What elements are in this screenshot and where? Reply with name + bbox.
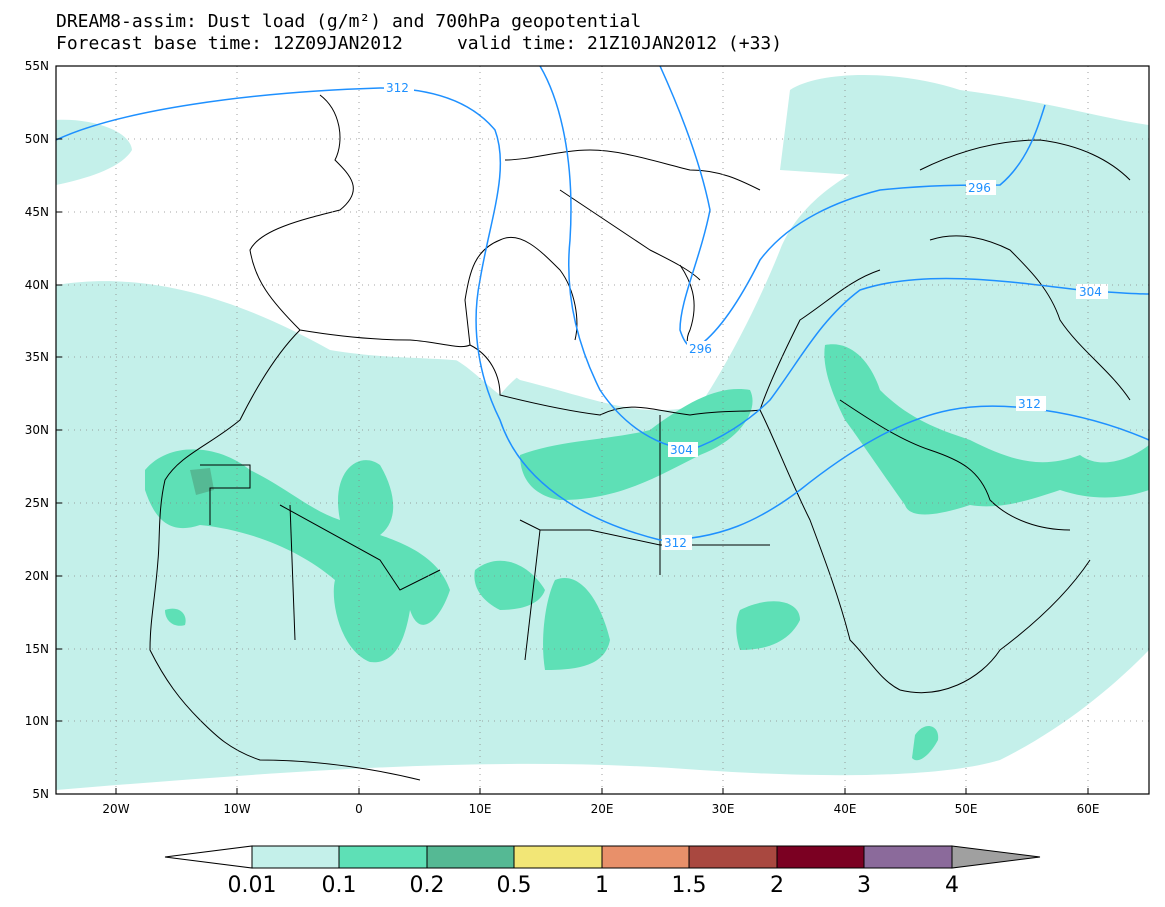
colorbar <box>164 845 1041 869</box>
contour-label-296: 296 <box>689 342 712 356</box>
lon-label: 50E <box>955 802 978 816</box>
lat-label: 50N <box>25 132 49 146</box>
colorbar-label: 0.1 <box>322 873 357 898</box>
colorbar-bin <box>776 845 865 869</box>
lat-label: 30N <box>25 423 49 437</box>
contour-labels: 312 296 304 296 304 312 312 <box>384 80 1108 550</box>
lat-label: 55N <box>25 59 49 73</box>
contour-label-312: 312 <box>386 81 409 95</box>
lat-label: 45N <box>25 205 49 219</box>
colorbar-label: 0.5 <box>497 873 532 898</box>
colorbar-bin <box>863 845 953 869</box>
colorbar-label: 2 <box>770 873 784 898</box>
colorbar-label: 0.2 <box>410 873 445 898</box>
lat-label: 15N <box>25 642 49 656</box>
lat-label: 20N <box>25 569 49 583</box>
lat-label: 5N <box>32 787 49 801</box>
axis-ticks <box>56 65 1089 795</box>
no-dust-south <box>56 650 1149 794</box>
colorbar-label: 1.5 <box>672 873 707 898</box>
contour-label-304: 304 <box>1079 285 1102 299</box>
contour-label-312: 312 <box>664 536 687 550</box>
colorbar-bin <box>251 845 340 869</box>
lat-label: 10N <box>25 714 49 728</box>
map-title: DREAM8-assim: Dust load (g/m²) and 700hP… <box>56 11 642 32</box>
colorbar-label: 4 <box>945 873 959 898</box>
lon-label: 60E <box>1077 802 1100 816</box>
colorbar-bin <box>338 845 428 869</box>
lon-label: 10E <box>469 802 492 816</box>
lon-label: 30E <box>712 802 735 816</box>
forecast-time: Forecast base time: 12Z09JAN2012 valid t… <box>56 33 783 54</box>
dust-region-mid <box>145 344 1149 761</box>
no-dust-europe <box>240 66 780 395</box>
colorbar-labels: 0.01 0.1 0.2 0.5 1 1.5 2 3 4 <box>228 873 959 898</box>
lon-label: 10W <box>223 802 250 816</box>
colorbar-bin <box>601 845 690 869</box>
colorbar-max-arrow <box>951 845 1041 869</box>
dust-region-high <box>190 468 214 495</box>
contour-label-312: 312 <box>1018 397 1041 411</box>
colorbar-label: 0.01 <box>228 873 277 898</box>
lon-label: 20W <box>102 802 129 816</box>
colorbar-label: 1 <box>595 873 609 898</box>
contour-label-296: 296 <box>968 181 991 195</box>
latitude-labels: 55N 50N 45N 40N 35N 30N 25N 20N 15N 10N … <box>25 59 49 801</box>
colorbar-bin <box>513 845 603 869</box>
lat-label: 35N <box>25 350 49 364</box>
colorbar-label: 3 <box>857 873 871 898</box>
lat-label: 25N <box>25 496 49 510</box>
contour-label-304: 304 <box>670 443 693 457</box>
colorbar-bin <box>688 845 778 869</box>
colorbar-min-arrow <box>164 845 253 869</box>
lat-lon-grid <box>56 66 1149 794</box>
colorbar-bin <box>426 845 515 869</box>
longitude-labels: 20W 10W 0 10E 20E 30E 40E 50E 60E <box>102 802 1099 816</box>
lon-label: 0 <box>355 802 363 816</box>
lon-label: 40E <box>834 802 857 816</box>
lat-label: 40N <box>25 278 49 292</box>
lon-label: 20E <box>591 802 614 816</box>
